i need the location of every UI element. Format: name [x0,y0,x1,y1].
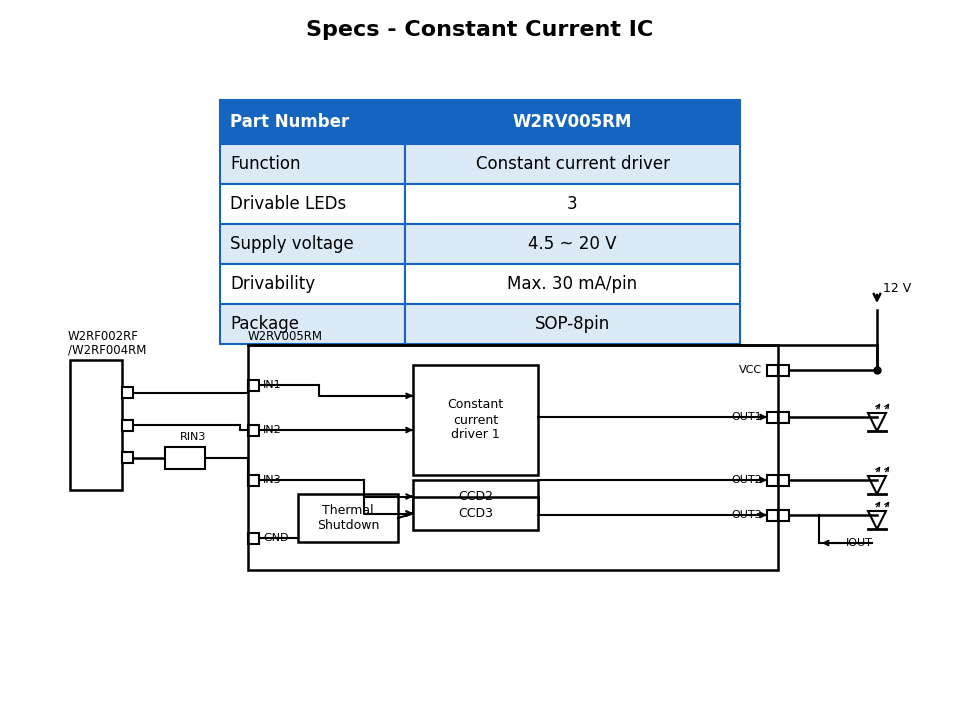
Bar [220,184,405,224]
Text: OUT2: OUT2 [732,475,762,485]
Text: Package: Package [230,315,299,333]
Text: CCD2: CCD2 [458,490,493,503]
Text: W2RV005RM: W2RV005RM [513,113,633,131]
Bar [767,510,778,521]
Bar [220,144,405,184]
Bar [298,494,398,542]
Bar [165,446,205,469]
Bar [248,379,259,390]
Text: GND: GND [263,533,289,543]
Text: OUT1: OUT1 [732,412,762,422]
Text: W2RV005RM: W2RV005RM [248,330,323,343]
Bar [767,412,778,423]
Text: Function: Function [230,155,300,173]
Bar [405,184,740,224]
Bar [778,412,789,423]
Text: OUT3: OUT3 [732,510,762,520]
Text: Specs - Constant Current IC: Specs - Constant Current IC [306,20,654,40]
Bar [122,452,133,463]
Text: Constant current driver: Constant current driver [475,155,669,173]
Text: IN3: IN3 [263,475,281,485]
Bar [122,387,133,398]
Text: 12 V: 12 V [883,282,911,294]
Bar [122,420,133,431]
Bar [778,474,789,485]
Bar [413,365,538,475]
Bar [767,474,778,485]
Bar [778,364,789,376]
Text: Drivable LEDs: Drivable LEDs [230,195,347,213]
Bar [405,264,740,304]
Bar [405,304,740,344]
Bar [413,497,538,530]
Bar [405,144,740,184]
Bar [248,533,259,544]
Text: IOUT: IOUT [846,538,873,548]
Text: Drivability: Drivability [230,275,315,293]
Text: 3: 3 [567,195,578,213]
Bar [248,474,259,485]
Bar [778,510,789,521]
Bar [767,364,778,376]
Text: Part Number: Part Number [230,113,349,131]
Text: SOP-8pin: SOP-8pin [535,315,611,333]
Text: W2RF002RF: W2RF002RF [68,330,139,343]
Bar [70,360,122,490]
Text: IN1: IN1 [263,380,281,390]
Text: VCC: VCC [739,365,762,375]
Text: Constant
current
driver 1: Constant current driver 1 [447,398,504,441]
Bar [220,224,405,264]
Text: Supply voltage: Supply voltage [230,235,353,253]
Bar [405,224,740,264]
Text: Thermal
Shutdown: Thermal Shutdown [317,504,379,532]
Text: 4.5 ~ 20 V: 4.5 ~ 20 V [528,235,616,253]
Bar [220,100,405,144]
Text: Max. 30 mA/pin: Max. 30 mA/pin [508,275,637,293]
Bar [248,425,259,436]
Bar [220,264,405,304]
Bar [220,304,405,344]
Text: IN2: IN2 [263,425,281,435]
Text: CCD3: CCD3 [458,507,493,520]
Bar [405,100,740,144]
Text: RIN3: RIN3 [180,431,206,441]
Bar [413,480,538,513]
Text: /W2RF004RM: /W2RF004RM [68,343,146,356]
Bar [248,345,778,570]
